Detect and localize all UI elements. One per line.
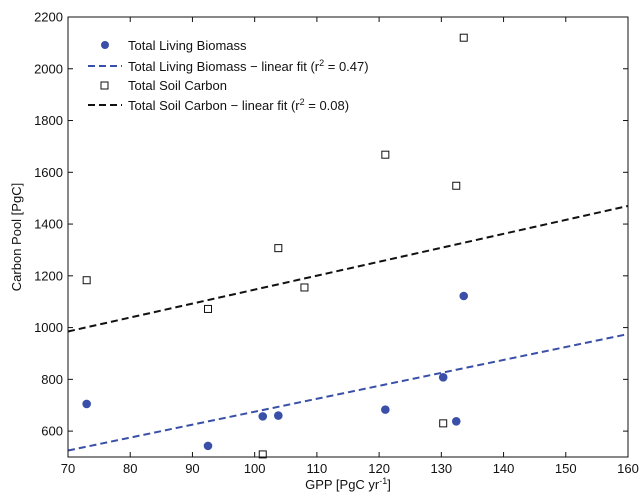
- x-tick-label: 110: [307, 461, 328, 476]
- data-point-soil-carbon: [300, 283, 309, 292]
- data-point-living-biomass: [451, 416, 461, 426]
- x-tick-label: 140: [493, 461, 515, 476]
- legend: Total Living Biomass Total Living Biomas…: [88, 38, 369, 113]
- data-point-soil-carbon: [274, 244, 283, 253]
- legend-fit1-value: = 0.47): [324, 59, 368, 74]
- x-tick-label: 160: [617, 461, 639, 476]
- data-point-soil-carbon: [459, 33, 468, 42]
- y-axis-ticks: 600 800 1000 1200 1400 1600 1800 2000 2200: [34, 10, 628, 439]
- x-axis-label-close: ]: [387, 477, 391, 492]
- legend-fit2-name: Total Soil Carbon: [128, 98, 227, 113]
- x-axis-label: GPP [PgC yr-1]: [305, 476, 391, 492]
- data-point-living-biomass: [381, 405, 390, 414]
- y-tick-label: 1400: [34, 217, 63, 232]
- y-tick-label: 1000: [34, 320, 63, 335]
- y-tick-label: 2200: [34, 10, 63, 25]
- fit-line-living-biomass: [67, 333, 629, 452]
- legend-fit1-name: Total Living Biomass: [128, 59, 247, 74]
- fit-line-soil-carbon: [67, 204, 629, 333]
- x-axis-ticks: 70 80 90 100 110 120 130 140 150 160: [61, 17, 639, 476]
- legend-fit2-superscript: 2: [300, 97, 305, 107]
- legend-label-living-biomass-fit: Total Living Biomass − linear fit (r2 = …: [128, 58, 369, 74]
- data-point-soil-carbon: [381, 150, 390, 159]
- data-point-living-biomass: [258, 412, 268, 421]
- data-point-soil-carbon: [258, 450, 267, 459]
- x-tick-label: 100: [244, 461, 266, 476]
- data-point-soil-carbon: [452, 181, 461, 190]
- x-tick-label: 70: [61, 461, 75, 476]
- y-tick-label: 1800: [34, 113, 63, 128]
- plot-marks: [67, 33, 629, 459]
- legend-label-soil-carbon: Total Soil Carbon: [128, 78, 227, 93]
- data-point-living-biomass: [203, 441, 213, 451]
- data-point-living-biomass: [459, 291, 469, 301]
- y-tick-label: 800: [41, 372, 63, 387]
- legend-fit1-suffix: − linear fit (r: [247, 59, 320, 74]
- data-point-soil-carbon: [82, 276, 91, 285]
- y-tick-label: 1600: [34, 165, 63, 180]
- y-tick-label: 1200: [34, 268, 63, 283]
- x-tick-label: 130: [430, 461, 452, 476]
- y-tick-label: 600: [41, 424, 63, 439]
- legend-label-soil-carbon-fit: Total Soil Carbon − linear fit (r2 = 0.0…: [128, 97, 349, 113]
- y-axis-label: Carbon Pool [PgC]: [9, 183, 24, 291]
- data-point-living-biomass: [438, 372, 448, 382]
- legend-fit2-suffix: − linear fit (r: [227, 98, 300, 113]
- legend-fit1-superscript: 2: [319, 58, 324, 68]
- legend-marker-living-biomass: [101, 41, 109, 49]
- x-tick-label: 150: [555, 461, 577, 476]
- legend-marker-soil-carbon: [100, 81, 109, 90]
- legend-label-living-biomass: Total Living Biomass: [128, 38, 247, 53]
- legend-fit2-value: = 0.08): [305, 98, 349, 113]
- x-tick-label: 80: [123, 461, 137, 476]
- data-point-soil-carbon: [204, 304, 212, 313]
- y-tick-label: 2000: [34, 61, 63, 76]
- data-point-living-biomass: [274, 411, 283, 420]
- x-axis-label-main: GPP [PgC yr: [305, 477, 380, 492]
- x-tick-label: 120: [368, 461, 390, 476]
- x-axis-label-superscript: -1: [379, 476, 387, 486]
- data-point-living-biomass: [82, 399, 91, 409]
- x-tick-label: 90: [185, 461, 199, 476]
- data-point-soil-carbon: [439, 419, 448, 428]
- plot-frame: [67, 16, 629, 458]
